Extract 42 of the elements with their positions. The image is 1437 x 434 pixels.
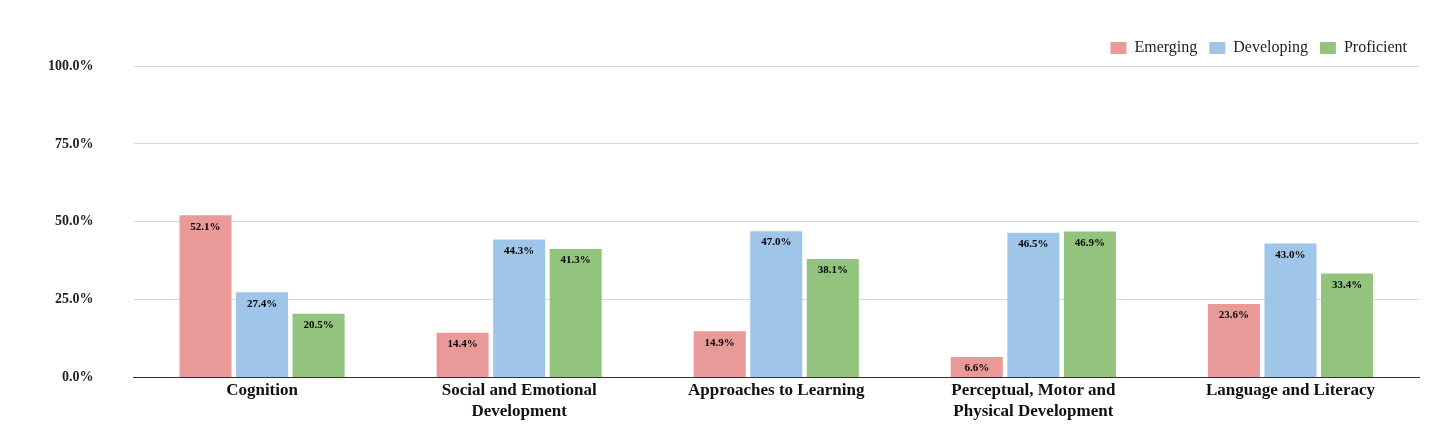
bar — [236, 292, 289, 378]
legend-label: Developing — [1233, 38, 1308, 57]
legend-label: Emerging — [1134, 38, 1198, 57]
y-tick-label: 25.0% — [55, 291, 94, 307]
y-tick-label: 0.0% — [62, 369, 94, 385]
y-tick-label: 100.0% — [48, 57, 94, 73]
bar — [1063, 231, 1116, 378]
data-label: 23.6% — [1218, 308, 1250, 321]
y-tick-label: 75.0% — [55, 135, 94, 151]
bar — [1264, 243, 1317, 378]
bar — [179, 215, 232, 378]
bar — [493, 239, 546, 378]
bar — [693, 331, 746, 378]
data-label: 14.9% — [704, 335, 735, 348]
data-label: 14.4% — [447, 337, 478, 350]
bar — [1207, 304, 1260, 378]
bar — [549, 248, 602, 378]
data-label: 44.3% — [504, 243, 535, 256]
bar — [1320, 273, 1374, 378]
data-label: 46.9% — [1074, 235, 1106, 248]
legend-label: Proficient — [1343, 38, 1408, 56]
x-tick-label: Language and Literacy — [1205, 380, 1376, 400]
data-label: 6.6% — [964, 361, 990, 374]
y-tick-label: 50.0% — [55, 213, 94, 229]
data-label: 43.0% — [1275, 247, 1306, 260]
bar — [750, 231, 803, 378]
data-label: 38.1% — [817, 263, 848, 276]
x-tick-label: Perceptual, Motor and Physical Development — [951, 380, 1116, 420]
data-label: 20.5% — [303, 318, 334, 331]
data-label: 41.3% — [560, 253, 591, 266]
data-label: 46.5% — [1018, 237, 1049, 250]
data-label: 47.0% — [761, 235, 792, 248]
x-tick-label: Approaches to Learning — [688, 380, 865, 400]
data-label: 33.4% — [1331, 277, 1363, 290]
data-label: 27.4% — [246, 296, 278, 309]
bar — [436, 332, 489, 378]
bar — [806, 258, 859, 378]
x-tick-label: Cognition — [226, 380, 299, 400]
x-tick-label: Social and Emotional Development — [441, 380, 597, 420]
data-label: 52.1% — [190, 219, 221, 232]
bar — [1007, 232, 1060, 378]
bar — [292, 313, 345, 378]
